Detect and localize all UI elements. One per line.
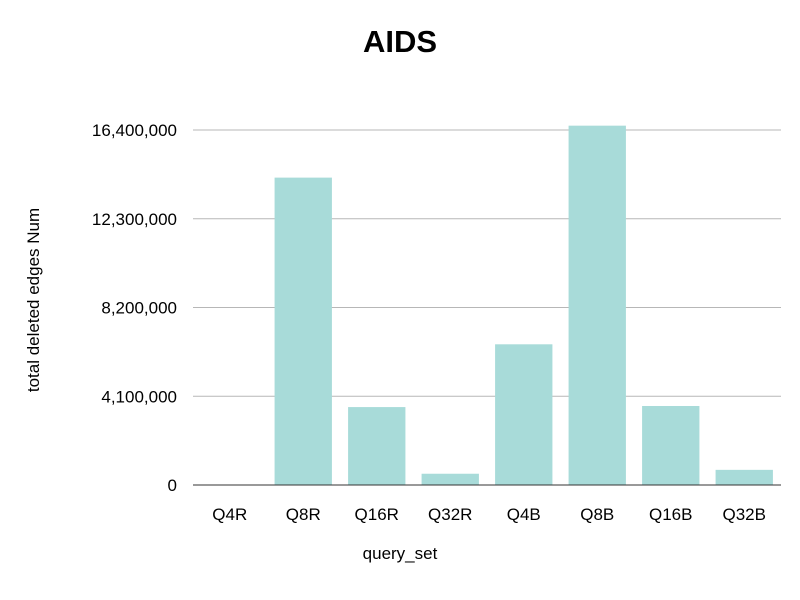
y-tick-label: 4,100,000	[101, 387, 177, 406]
bar-q8r	[274, 177, 332, 485]
y-tick-label: 8,200,000	[101, 299, 177, 318]
x-tick-label: Q32B	[723, 505, 766, 524]
y-axis-ticks: 0 4,100,000 8,200,000 12,300,000 16,400,000	[92, 121, 177, 495]
chart-title: AIDS	[363, 24, 437, 59]
y-tick-label: 16,400,000	[92, 121, 177, 140]
x-tick-label: Q4R	[212, 505, 247, 524]
y-tick-label: 0	[168, 476, 177, 495]
bar-q32r	[421, 473, 479, 485]
bar-q16r	[348, 407, 406, 485]
x-tick-label: Q4B	[507, 505, 541, 524]
x-tick-label: Q16B	[649, 505, 692, 524]
bars	[274, 125, 773, 486]
x-tick-label: Q16R	[355, 505, 399, 524]
x-axis-label: query_set	[363, 544, 438, 563]
x-axis-ticks: Q4R Q8R Q16R Q32R Q4B Q8B Q16B Q32B	[212, 505, 766, 524]
bar-q4b	[495, 344, 553, 485]
x-tick-label: Q8B	[580, 505, 614, 524]
y-tick-label: 12,300,000	[92, 210, 177, 229]
x-tick-label: Q32R	[428, 505, 472, 524]
bar-q16b	[642, 405, 700, 485]
bar-q8b	[568, 125, 626, 486]
y-axis-label: total deleted edges Num	[24, 208, 43, 392]
x-tick-label: Q8R	[286, 505, 321, 524]
bar-q32b	[715, 469, 773, 485]
